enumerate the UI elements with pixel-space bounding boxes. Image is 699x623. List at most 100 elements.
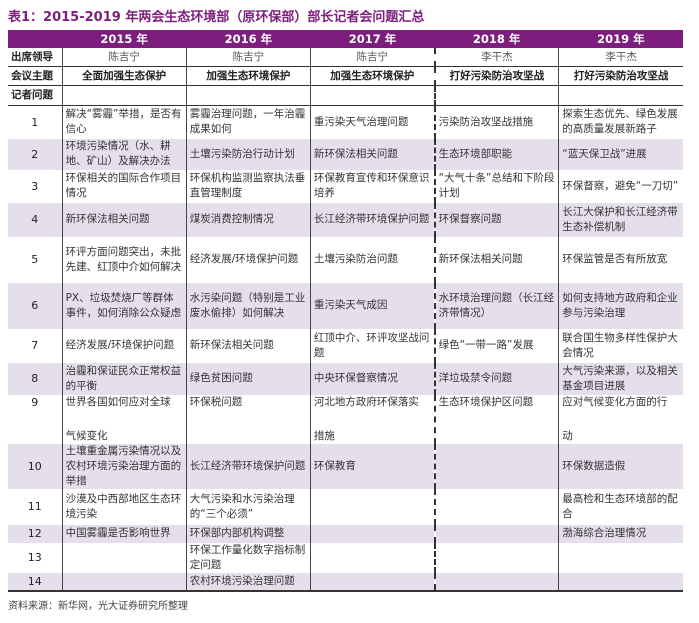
row-label: 会议主题 bbox=[8, 66, 63, 86]
theme-cell: 全面加强生态保护 bbox=[61, 66, 187, 86]
question-cell: 长江经济带环境保护问题 bbox=[185, 443, 311, 489]
question-row: 14 农村环境污染治理问题 bbox=[8, 572, 683, 592]
leader-cell: 陈吉宁 bbox=[309, 48, 435, 67]
question-cell: 大气污染来源，以及相关基金项目进展 bbox=[558, 362, 683, 395]
press-conference-table: 2015 年 2016 年 2017 年 2018 年 2019 年 出席领导 … bbox=[8, 30, 683, 592]
year-header: 2015 年 bbox=[62, 30, 187, 48]
question-cell bbox=[433, 572, 559, 592]
question-cell: 联合国生物多样性保护大会情况 bbox=[558, 328, 683, 363]
leader-cell: 李干杰 bbox=[558, 48, 683, 67]
question-text-continued: 措施 bbox=[313, 429, 335, 442]
question-cell: 河北地方政府环保落实 措施 bbox=[309, 394, 435, 444]
question-cell: 环保机构监测监察执法垂直管理制度 bbox=[185, 169, 311, 203]
row-label: 出席领导 bbox=[8, 48, 63, 67]
question-row: 4 新环保法相关问题 煤炭消费控制情况 长江经济带环境保护问题 环保督察问题 长江大保护和… bbox=[8, 202, 683, 237]
question-cell: 最高检和生态环境部的配合 bbox=[558, 488, 683, 525]
question-cell: 新环保法相关问题 bbox=[61, 202, 187, 237]
question-cell: 世界各国如何应对全球 气候变化 bbox=[61, 394, 187, 444]
question-cell: 土壤污染防治问题 bbox=[309, 236, 435, 283]
question-cell: 煤炭消费控制情况 bbox=[185, 202, 311, 237]
question-cell: “大气十条”总结和下阶段计划 bbox=[433, 169, 559, 203]
question-cell: 重污染天气治理问题 bbox=[309, 105, 435, 139]
question-text: 应对气候变化方面的行 bbox=[562, 395, 668, 408]
question-cell: 环保相关的国际合作项目情况 bbox=[61, 169, 187, 203]
question-cell: 水污染问题（特别是工业废水偷排）如何解决 bbox=[185, 282, 311, 329]
question-cell: 红顶中介、环评攻坚战问题 bbox=[309, 328, 435, 363]
question-cell bbox=[558, 572, 683, 592]
question-cell: 环保监管是否有所放宽 bbox=[558, 236, 683, 283]
table-title: 表1：2015-2019 年两会生态环境部（原环保部）部长记者会问题汇总 bbox=[8, 10, 425, 25]
question-cell: 环保教育宣传和环保意识培养 bbox=[309, 169, 435, 203]
question-cell: 污染防治攻坚战措施 bbox=[433, 105, 559, 139]
question-text: 环保税问题 bbox=[189, 395, 243, 408]
question-cell bbox=[309, 542, 435, 573]
year-header: 2019 年 bbox=[558, 30, 683, 48]
question-cell: 环保工作量化数字指标制定问题 bbox=[185, 542, 311, 573]
question-cell: 环保督察，避免“一刀切” bbox=[558, 169, 683, 203]
question-number: 9 bbox=[31, 395, 39, 409]
question-cell: 中央环保督察情况 bbox=[309, 362, 435, 395]
question-cell: 渤海综合治理情况 bbox=[558, 524, 683, 543]
question-cell bbox=[558, 542, 683, 573]
leader-row: 出席领导 陈吉宁 陈吉宁 陈吉宁 李干杰 李干杰 bbox=[8, 48, 683, 67]
question-cell bbox=[433, 524, 559, 543]
leader-cell: 李干杰 bbox=[433, 48, 559, 67]
question-cell: 雾霾治理问题，一年治霾成果如何 bbox=[185, 105, 311, 139]
question-row: 8 治霾和保证民众正常权益的平衡 绿色贫困问题 中央环保督察情况 洋垃圾禁令问题 大气污染… bbox=[8, 362, 683, 395]
theme-cell: 打好污染防治攻坚战 bbox=[433, 66, 559, 86]
question-cell: 重污染天气成因 bbox=[309, 282, 435, 329]
question-cell: 长江经济带环境保护问题 bbox=[309, 202, 435, 237]
question-cell: 经济发展/环境保护问题 bbox=[185, 236, 311, 283]
question-row: 13 环保工作量化数字指标制定问题 bbox=[8, 542, 683, 573]
question-row: 6 PX、垃圾焚烧厂等群体事件，如何消除公众疑虑 水污染问题（特别是工业废水偷排）如… bbox=[8, 282, 683, 329]
question-cell: 土壤污染防治行动计划 bbox=[185, 138, 311, 170]
question-cell: 绿色贫困问题 bbox=[185, 362, 311, 395]
question-cell: 土壤重金属污染情况以及农村环境污染治理方面的举措 bbox=[61, 443, 187, 489]
questions-label-row: 记者问题 bbox=[8, 85, 683, 106]
question-cell: PX、垃圾焚烧厂等群体事件，如何消除公众疑虑 bbox=[61, 282, 187, 329]
question-cell: 长江大保护和长江经济带生态补偿机制 bbox=[558, 202, 683, 237]
question-row: 11 沙漠及中西部地区生态环境污染 大气污染和水污染治理的“三个必须” 最高检和生态环… bbox=[8, 488, 683, 525]
question-cell: 沙漠及中西部地区生态环境污染 bbox=[61, 488, 187, 525]
question-cell: 新环保法相关问题 bbox=[185, 328, 311, 363]
question-number: 3 bbox=[31, 179, 39, 193]
question-cell: 农村环境污染治理问题 bbox=[185, 572, 311, 592]
header-corner bbox=[8, 30, 63, 48]
question-cell: 治霾和保证民众正常权益的平衡 bbox=[61, 362, 187, 395]
question-row: 9 世界各国如何应对全球 气候变化 环保税问题 河北地方政府环保落实 措施 生态环境保护区问… bbox=[8, 394, 683, 444]
question-cell: 环境污染情况（水、耕地、矿山）及解决办法 bbox=[61, 138, 187, 170]
question-cell: 新环保法相关问题 bbox=[309, 138, 435, 170]
question-number: 11 bbox=[27, 500, 42, 513]
question-cell: 洋垃圾禁令问题 bbox=[433, 362, 559, 395]
question-row: 5 环评方面问题突出，未批先建、红顶中介如何解决 经济发展/环境保护问题 土壤污染防治… bbox=[8, 236, 683, 283]
question-text: 世界各国如何应对全球 bbox=[65, 395, 171, 408]
question-cell: 绿色“一带一路”发展 bbox=[433, 328, 559, 363]
question-cell: 中国雾霾是否影响世界 bbox=[61, 524, 187, 543]
question-text-continued: 气候变化 bbox=[65, 429, 108, 442]
question-cell: 新环保法相关问题 bbox=[433, 236, 559, 283]
theme-cell: 加强生态环境保护 bbox=[309, 66, 435, 86]
year-header-row: 2015 年 2016 年 2017 年 2018 年 2019 年 bbox=[8, 30, 683, 48]
question-cell: 环保部内部机构调整 bbox=[185, 524, 311, 543]
question-number: 6 bbox=[8, 282, 63, 329]
question-text-continued: 动 bbox=[562, 429, 573, 442]
question-cell bbox=[309, 524, 435, 543]
theme-cell: 打好污染防治攻坚战 bbox=[558, 66, 683, 86]
question-number: 2 bbox=[8, 138, 63, 170]
row-label: 记者问题 bbox=[8, 85, 63, 106]
question-cell: 环保教育 bbox=[309, 443, 435, 489]
question-cell: 应对气候变化方面的行动 bbox=[558, 394, 683, 444]
question-cell: 如何支持地方政府和企业参与污染治理 bbox=[558, 282, 683, 329]
question-cell bbox=[61, 542, 187, 573]
question-cell: 生态环境保护区问题 bbox=[433, 394, 559, 444]
question-number: 14 bbox=[8, 572, 63, 592]
question-cell: 大气污染和水污染治理的“三个必须” bbox=[185, 488, 311, 525]
question-row: 12 中国雾霾是否影响世界 环保部内部机构调整 渤海综合治理情况 bbox=[8, 524, 683, 543]
question-cell: 环保数据造假 bbox=[558, 443, 683, 489]
question-cell bbox=[433, 488, 559, 525]
question-number: 10 bbox=[8, 443, 63, 489]
question-cell bbox=[61, 572, 187, 592]
theme-row: 会议主题 全面加强生态保护 加强生态环境保护 加强生态环境保护 打好污染防治攻坚… bbox=[8, 66, 683, 86]
question-number: 4 bbox=[8, 202, 63, 237]
question-number: 13 bbox=[27, 551, 42, 564]
